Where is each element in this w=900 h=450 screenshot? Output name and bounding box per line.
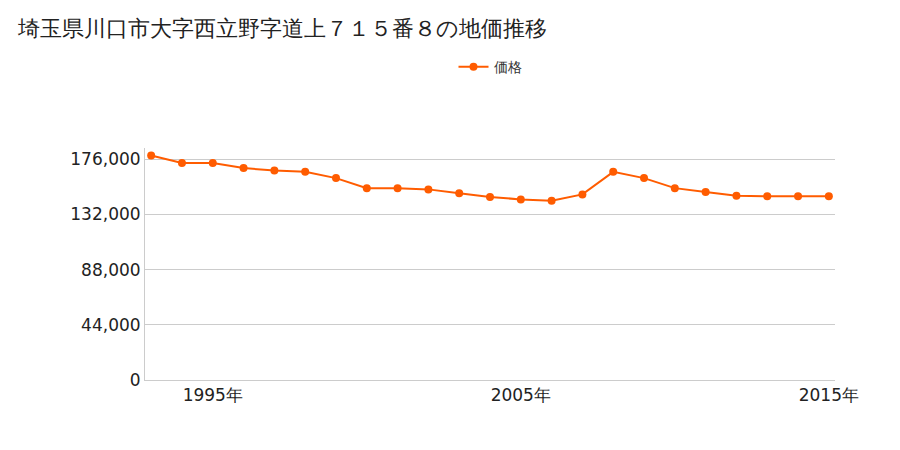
svg-text:2005年: 2005年 — [491, 385, 551, 405]
svg-text:176,000: 176,000 — [70, 149, 140, 169]
svg-text:価格: 価格 — [494, 59, 522, 75]
svg-text:0: 0 — [130, 370, 141, 390]
svg-text:1995年: 1995年 — [183, 385, 243, 405]
svg-text:2015年: 2015年 — [799, 385, 859, 405]
svg-text:88,000: 88,000 — [81, 260, 140, 280]
svg-text:埼玉県川口市大字西立野字道上７１５番８の地価推移: 埼玉県川口市大字西立野字道上７１５番８の地価推移 — [17, 16, 547, 41]
svg-text:44,000: 44,000 — [81, 315, 140, 335]
svg-text:132,000: 132,000 — [70, 204, 140, 224]
